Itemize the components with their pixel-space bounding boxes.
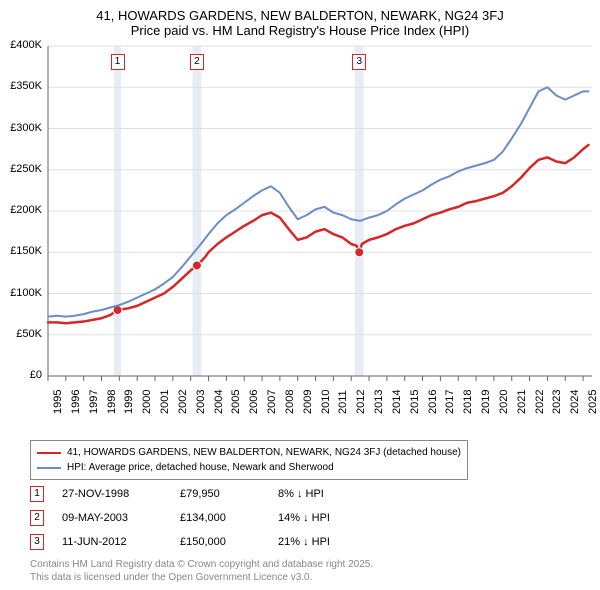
transaction-pct: 14% ↓ HPI [278, 512, 378, 524]
x-tick-label: 2018 [462, 390, 474, 414]
x-tick-label: 2008 [284, 390, 296, 414]
x-tick-label: 2011 [337, 390, 349, 414]
x-tick-label: 2009 [302, 390, 314, 414]
legend-item: HPI: Average price, detached house, Newa… [37, 460, 461, 475]
x-tick-label: 1998 [106, 390, 118, 414]
legend-swatch [37, 452, 61, 454]
x-tick-label: 1999 [123, 390, 135, 414]
transaction-date: 27-NOV-1998 [62, 488, 162, 500]
transaction-row: 1 27-NOV-1998 £79,950 8% ↓ HPI [30, 482, 378, 506]
transaction-marker: 2 [30, 510, 44, 526]
y-tick-label: £400K [2, 39, 42, 51]
x-tick-label: 2013 [373, 390, 385, 414]
legend-label: 41, HOWARDS GARDENS, NEW BALDERTON, NEWA… [67, 445, 461, 460]
x-tick-label: 2004 [213, 390, 225, 414]
callout-marker-1: 1 [111, 54, 125, 70]
y-tick-label: £150K [2, 245, 42, 257]
transaction-marker: 1 [30, 486, 44, 502]
y-tick-label: £200K [2, 204, 42, 216]
x-tick-label: 2012 [355, 390, 367, 414]
legend-item: 41, HOWARDS GARDENS, NEW BALDERTON, NEWA… [37, 445, 461, 460]
transaction-date: 09-MAY-2003 [62, 512, 162, 524]
transaction-price: £79,950 [180, 488, 260, 500]
transaction-marker: 3 [30, 534, 44, 550]
x-tick-label: 2020 [498, 390, 510, 414]
footer-attribution: Contains HM Land Registry data © Crown c… [30, 558, 373, 584]
x-tick-label: 2002 [177, 390, 189, 414]
x-tick-label: 2017 [444, 390, 456, 414]
y-tick-label: £100K [2, 287, 42, 299]
x-tick-label: 2014 [391, 390, 403, 414]
transaction-date: 11-JUN-2012 [62, 536, 162, 548]
x-tick-label: 2019 [480, 390, 492, 414]
x-tick-label: 2016 [427, 390, 439, 414]
transaction-pct: 21% ↓ HPI [278, 536, 378, 548]
x-tick-label: 1995 [52, 390, 64, 414]
legend-swatch [37, 467, 61, 469]
y-tick-label: £350K [2, 80, 42, 92]
callout-marker-3: 3 [352, 54, 366, 70]
transaction-pct: 8% ↓ HPI [278, 488, 378, 500]
x-tick-label: 1997 [88, 390, 100, 414]
x-tick-label: 2005 [230, 390, 242, 414]
legend: 41, HOWARDS GARDENS, NEW BALDERTON, NEWA… [30, 440, 468, 480]
x-tick-label: 2003 [195, 390, 207, 414]
x-tick-label: 1996 [70, 390, 82, 414]
footer-line2: This data is licensed under the Open Gov… [30, 571, 373, 584]
x-tick-label: 2021 [516, 390, 528, 414]
chart-container: 41, HOWARDS GARDENS, NEW BALDERTON, NEWA… [0, 0, 600, 590]
x-tick-label: 2006 [248, 390, 260, 414]
transactions-table: 1 27-NOV-1998 £79,950 8% ↓ HPI 2 09-MAY-2003 £… [30, 482, 378, 554]
legend-label: HPI: Average price, detached house, Newa… [67, 460, 334, 475]
x-tick-label: 2025 [587, 390, 599, 414]
x-tick-label: 2001 [159, 390, 171, 414]
x-tick-label: 2024 [569, 390, 581, 414]
x-tick-label: 2015 [409, 390, 421, 414]
y-tick-label: £50K [2, 328, 42, 340]
x-tick-label: 2000 [141, 390, 153, 414]
x-tick-label: 2023 [551, 390, 563, 414]
y-tick-label: £250K [2, 163, 42, 175]
x-tick-label: 2022 [534, 390, 546, 414]
y-tick-label: £0 [2, 369, 42, 381]
y-tick-label: £300K [2, 122, 42, 134]
x-tick-label: 2010 [320, 390, 332, 414]
transaction-row: 3 11-JUN-2012 £150,000 21% ↓ HPI [30, 530, 378, 554]
footer-line1: Contains HM Land Registry data © Crown c… [30, 558, 373, 571]
callout-marker-2: 2 [190, 54, 204, 70]
x-tick-label: 2007 [266, 390, 278, 414]
transaction-price: £150,000 [180, 536, 260, 548]
transaction-price: £134,000 [180, 512, 260, 524]
transaction-row: 2 09-MAY-2003 £134,000 14% ↓ HPI [30, 506, 378, 530]
